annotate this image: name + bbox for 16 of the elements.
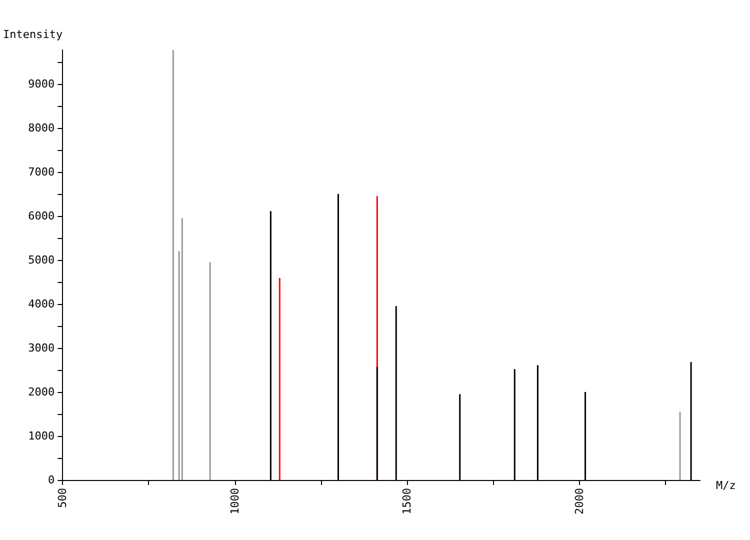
x-tick-label: 1500 [400, 488, 414, 514]
y-tick-label: 1000 [28, 429, 55, 442]
y-axis-title: Intensity [2, 28, 63, 41]
y-tick-label: 8000 [28, 121, 55, 134]
x-tick-label: 500 [56, 488, 70, 508]
y-tick-label: 3000 [28, 341, 55, 354]
y-tick-label: 9000 [28, 77, 55, 90]
x-axis-title: M/z [716, 479, 736, 492]
y-tick-label: 4000 [28, 297, 55, 310]
y-tick-label: 2000 [28, 385, 55, 398]
x-tick-label: 2000 [572, 488, 586, 514]
y-tick-label: 7000 [28, 165, 55, 178]
y-tick-label: 5000 [28, 253, 55, 266]
y-tick-label: 0 [48, 474, 55, 486]
x-tick-label: 1000 [228, 488, 242, 514]
y-tick-label: 6000 [28, 209, 55, 222]
